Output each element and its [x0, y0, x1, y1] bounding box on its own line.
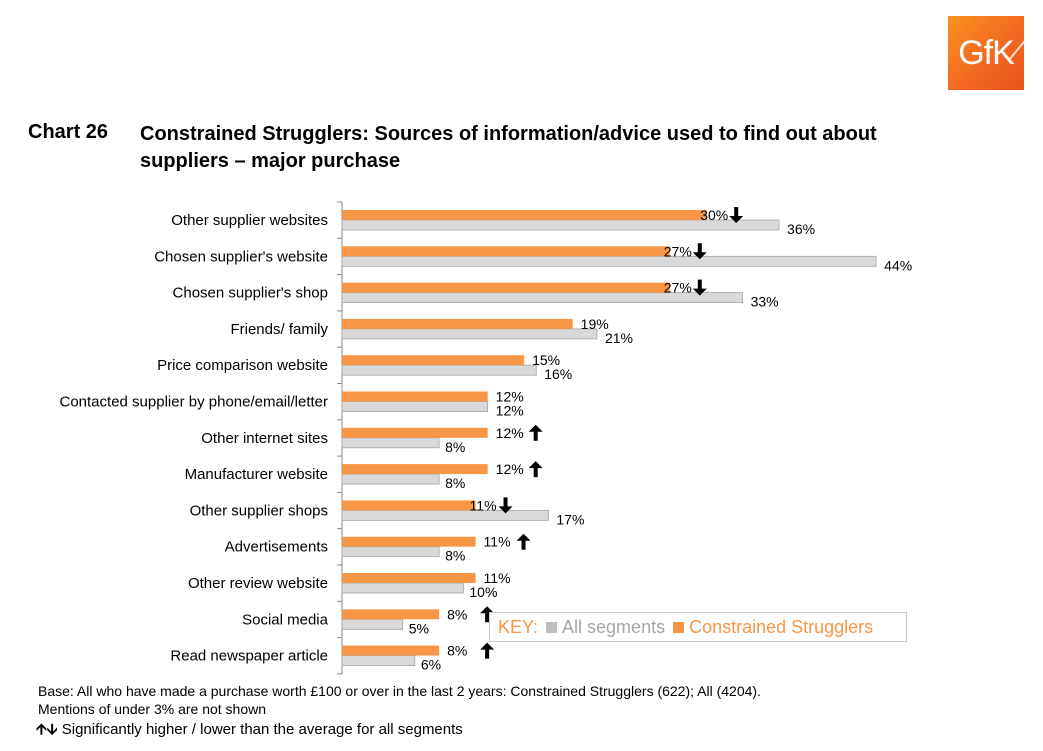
value-label-all: 8%	[445, 439, 465, 455]
bar-constrained-strugglers	[342, 355, 525, 366]
bar-all-segments	[341, 437, 440, 449]
bar-constrained-strugglers	[342, 536, 476, 547]
value-label-all: 21%	[605, 330, 633, 346]
footnote-base: Base: All who have made a purchase worth…	[38, 683, 761, 699]
value-label-segment: 8%	[447, 643, 467, 659]
bar-all-segments	[341, 655, 416, 666]
arrow-down-shape	[692, 279, 707, 296]
bar-all-segments	[341, 546, 440, 558]
chart-title: Constrained Strugglers: Sources of infor…	[140, 123, 877, 172]
arrow-down-shape	[498, 497, 513, 514]
bar-constrained-strugglers	[342, 318, 573, 329]
legend-swatch-segment	[673, 621, 685, 633]
value-label-all: 36%	[787, 221, 815, 237]
category-label: Read newspaper article	[170, 648, 328, 665]
bar-all-segments	[341, 582, 464, 594]
arrow-up-icon	[528, 461, 543, 478]
value-label-all: 17%	[556, 511, 584, 527]
arrow-up-icon	[480, 606, 495, 623]
bar-constrained-strugglers	[342, 609, 440, 620]
value-label-segment: 12%	[496, 461, 524, 477]
bar-constrained-strugglers	[342, 573, 476, 583]
value-label-segment: 15%	[532, 352, 560, 368]
legend: KEY: All segments Constrained Strugglers	[489, 612, 907, 642]
arrow-up-icon	[528, 424, 543, 441]
bar-constrained-strugglers	[342, 210, 707, 220]
category-label: Chosen supplier's shop	[173, 285, 328, 302]
bar-constrained-strugglers	[342, 282, 670, 293]
bar-all-segments	[341, 509, 549, 521]
value-label-all: 10%	[469, 584, 497, 600]
bar-all-segments	[341, 473, 440, 485]
value-label-segment: 11%	[484, 570, 511, 586]
value-label-segment: 8%	[447, 606, 467, 622]
value-label-all: 8%	[445, 475, 465, 491]
bar-constrained-strugglers	[342, 427, 488, 438]
value-label-all: 12%	[496, 403, 524, 419]
bar-constrained-strugglers	[342, 645, 440, 656]
value-label-segment: 30%	[700, 207, 728, 223]
arrow-down-shape	[729, 207, 744, 223]
arrow-up-shape	[528, 424, 543, 441]
gfk-logo: GfK	[948, 16, 1024, 90]
arrow-up-shape	[516, 533, 531, 550]
footnote-significance: Significantly higher / lower than the av…	[61, 721, 463, 738]
bar-all-segments	[341, 618, 404, 630]
bar-all-segments	[341, 364, 537, 376]
bar-all-segments	[341, 255, 877, 267]
arrow-up-shape	[480, 642, 495, 659]
arrow-up-shape	[480, 606, 495, 623]
category-label: Other supplier websites	[171, 212, 328, 229]
arrow-down-icon	[692, 243, 707, 260]
legend-all-label: All segments	[562, 616, 666, 637]
category-label: Other internet sites	[201, 430, 328, 447]
category-label: Contacted supplier by phone/email/letter	[60, 394, 329, 411]
arrow-up-icon: 🡩	[36, 721, 47, 738]
chart-number: Chart 26	[28, 121, 109, 143]
arrow-down-shape	[692, 243, 707, 260]
value-label-all: 44%	[884, 257, 912, 273]
footnote-significance-row: 🡩🡫 Significantly higher / lower than the…	[36, 719, 463, 744]
arrow-down-icon: 🡫	[46, 721, 58, 738]
value-label-segment: 19%	[581, 316, 609, 332]
category-label: Price comparison website	[157, 357, 328, 374]
logo-text: GfK	[958, 33, 1015, 72]
bar-constrained-strugglers	[342, 391, 488, 402]
value-label-segment: 27%	[664, 280, 692, 296]
bar-constrained-strugglers	[342, 246, 670, 257]
value-label-segment: 12%	[496, 425, 524, 441]
value-label-segment: 27%	[664, 243, 692, 259]
category-label: Other supplier shops	[190, 502, 328, 519]
value-label-all: 6%	[421, 657, 441, 673]
arrow-down-icon	[729, 207, 744, 223]
bar-constrained-strugglers	[342, 464, 488, 475]
bar-constrained-strugglers	[342, 500, 476, 511]
arrow-up-icon	[480, 642, 495, 659]
bar-all-segments	[341, 401, 489, 412]
footnote-mentions: Mentions of under 3% are not shown	[38, 701, 267, 717]
category-label: Other review website	[188, 575, 328, 592]
arrow-down-icon	[692, 279, 707, 296]
value-label-all: 8%	[445, 548, 465, 564]
category-label: Friends/ family	[230, 321, 328, 338]
legend-swatch-all	[546, 621, 558, 633]
bar-all-segments	[341, 328, 598, 340]
legend-key-label: KEY:	[498, 616, 539, 637]
category-label: Manufacturer website	[185, 466, 328, 483]
arrow-up-shape	[528, 461, 543, 478]
arrow-up-icon	[516, 533, 531, 550]
value-label-segment: 11%	[484, 534, 511, 550]
value-label-segment: 11%	[470, 497, 497, 513]
value-label-all: 5%	[409, 620, 429, 636]
value-label-segment: 12%	[496, 389, 524, 405]
value-label-all: 16%	[544, 366, 572, 382]
arrow-down-icon	[498, 497, 513, 514]
category-label: Advertisements	[225, 539, 328, 556]
legend-segment-label: Constrained Strugglers	[689, 616, 874, 637]
category-label: Social media	[242, 611, 329, 628]
value-label-all: 33%	[751, 294, 779, 310]
category-label: Chosen supplier's website	[154, 248, 328, 265]
